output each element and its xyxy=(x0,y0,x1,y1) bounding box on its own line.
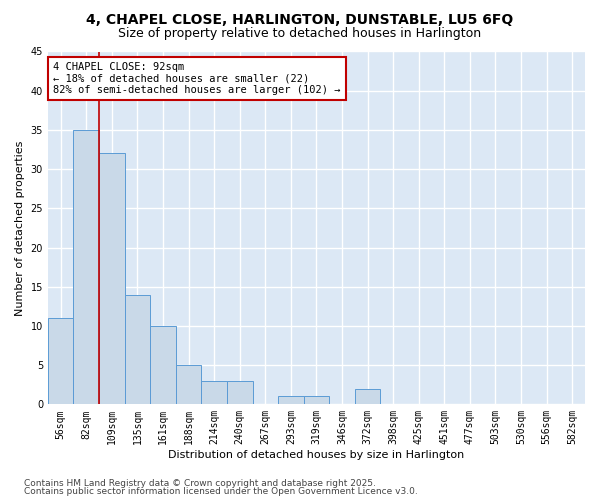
Text: Size of property relative to detached houses in Harlington: Size of property relative to detached ho… xyxy=(118,28,482,40)
Text: Contains HM Land Registry data © Crown copyright and database right 2025.: Contains HM Land Registry data © Crown c… xyxy=(24,478,376,488)
Bar xyxy=(150,326,176,404)
Text: 4, CHAPEL CLOSE, HARLINGTON, DUNSTABLE, LU5 6FQ: 4, CHAPEL CLOSE, HARLINGTON, DUNSTABLE, … xyxy=(86,12,514,26)
Bar xyxy=(99,154,125,404)
Bar xyxy=(48,318,73,404)
Text: 4 CHAPEL CLOSE: 92sqm
← 18% of detached houses are smaller (22)
82% of semi-deta: 4 CHAPEL CLOSE: 92sqm ← 18% of detached … xyxy=(53,62,341,96)
Bar xyxy=(202,381,227,404)
Text: Contains public sector information licensed under the Open Government Licence v3: Contains public sector information licen… xyxy=(24,488,418,496)
Bar xyxy=(176,365,202,405)
Bar xyxy=(304,396,329,404)
Bar xyxy=(227,381,253,404)
Bar xyxy=(73,130,99,404)
Bar xyxy=(355,388,380,404)
Bar xyxy=(125,294,150,405)
Bar xyxy=(278,396,304,404)
Y-axis label: Number of detached properties: Number of detached properties xyxy=(15,140,25,316)
X-axis label: Distribution of detached houses by size in Harlington: Distribution of detached houses by size … xyxy=(169,450,464,460)
